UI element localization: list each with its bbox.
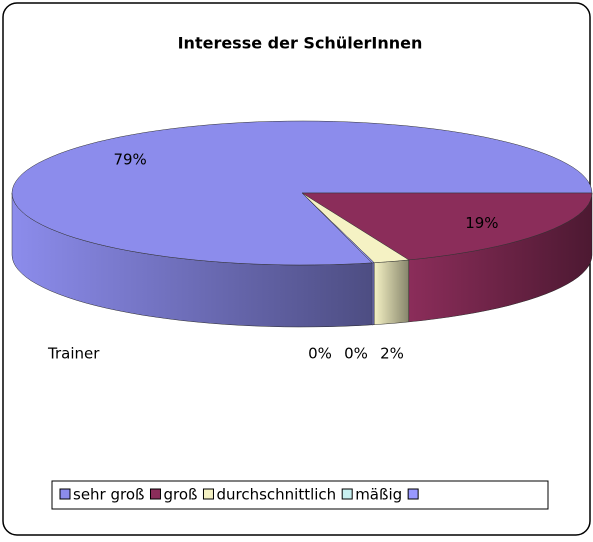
legend-swatch	[341, 488, 353, 500]
legend-swatch	[407, 488, 419, 500]
legend-swatch	[149, 488, 161, 500]
slice-side-shade	[374, 259, 409, 325]
legend-box	[51, 480, 549, 510]
data-label: 0%	[344, 345, 368, 363]
slice-top	[301, 192, 593, 261]
legend-label: groß	[163, 486, 197, 504]
data-label: 79%	[113, 150, 146, 168]
data-label: 0%	[308, 345, 332, 363]
series-label: Trainer	[47, 345, 100, 363]
legend-label: durchschnittlich	[216, 486, 336, 504]
slice-side-shade	[12, 193, 375, 327]
pie: 19% 79% 2% 0% 0%	[11, 120, 593, 363]
legend-label: sehr groß	[73, 486, 144, 504]
slice-side-shade	[372, 262, 375, 325]
slice-top	[301, 192, 375, 264]
slice-side-shade	[408, 193, 592, 322]
chart-title: Interesse der SchülerInnen	[178, 34, 423, 53]
legend-label: mäßig	[355, 486, 402, 504]
data-label: 19%	[465, 214, 498, 232]
data-label: 2%	[380, 345, 404, 363]
legend: sehr groß groß durchschnittlich mäßig	[59, 486, 419, 504]
legend-swatch	[59, 488, 71, 500]
legend-swatch	[202, 488, 214, 500]
